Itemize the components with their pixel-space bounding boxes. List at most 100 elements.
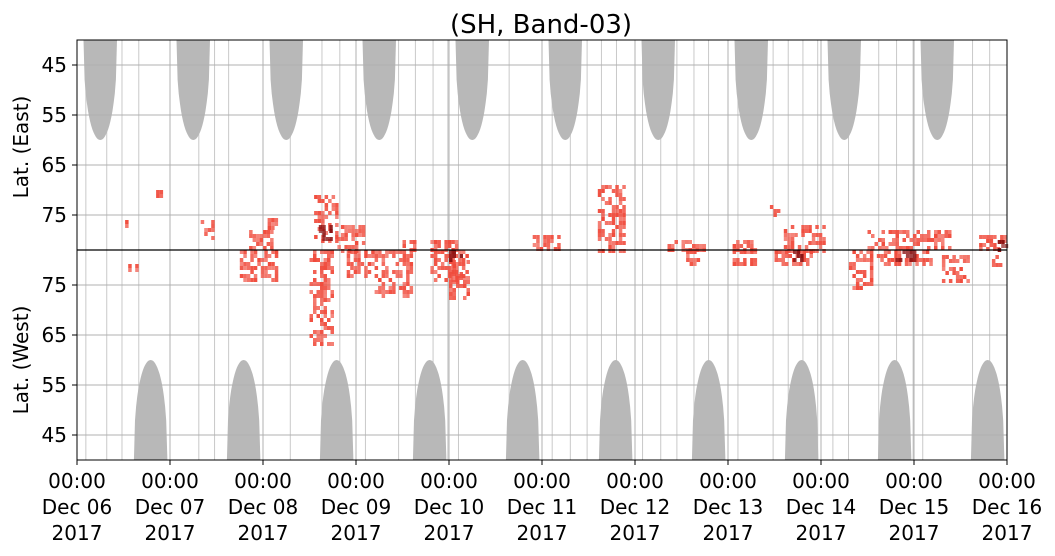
echo-cell bbox=[466, 292, 470, 296]
echo-cells bbox=[125, 185, 1009, 346]
echo-cell bbox=[797, 245, 802, 249]
echo-cell bbox=[328, 199, 332, 203]
echo-cell bbox=[941, 267, 946, 271]
echo-cell bbox=[787, 245, 791, 249]
echo-cell bbox=[374, 250, 379, 254]
echo-cell bbox=[347, 245, 352, 249]
echo-cell bbox=[327, 262, 331, 266]
x-tick-label: 2017 bbox=[52, 521, 103, 545]
echo-cell bbox=[351, 245, 355, 249]
echo-cell bbox=[686, 254, 690, 258]
echo-cell bbox=[433, 262, 438, 266]
echo-cell bbox=[452, 268, 456, 272]
echo-cell bbox=[456, 276, 460, 280]
echo-cell bbox=[374, 258, 379, 262]
echo-cell-strong bbox=[1001, 244, 1005, 248]
echo-cell bbox=[753, 262, 758, 266]
echo-cell bbox=[257, 262, 261, 266]
echo-cell bbox=[320, 318, 324, 322]
echo-cell bbox=[925, 258, 930, 262]
echo-cell bbox=[750, 258, 754, 262]
echo-cell bbox=[320, 262, 324, 266]
echo-cell bbox=[371, 262, 375, 266]
echo-cell bbox=[330, 250, 334, 254]
echo-cell-strong bbox=[329, 225, 333, 229]
echo-cell bbox=[264, 254, 268, 258]
echo-cell bbox=[259, 234, 264, 238]
echo-cell bbox=[815, 225, 819, 229]
echo-cell bbox=[335, 211, 339, 215]
echo-cell bbox=[608, 197, 612, 201]
echo-cell bbox=[622, 249, 626, 253]
echo-cell bbox=[449, 276, 453, 280]
echo-cell bbox=[430, 266, 434, 270]
echo-cell bbox=[881, 242, 885, 246]
echo-cell bbox=[263, 234, 267, 238]
echo-cell-strong bbox=[322, 233, 326, 237]
echo-cell bbox=[909, 246, 913, 250]
echo-cell bbox=[271, 222, 275, 226]
echo-cell bbox=[354, 229, 359, 233]
echo-cell bbox=[374, 254, 379, 258]
echo-cell bbox=[822, 241, 826, 245]
echo-cell bbox=[913, 238, 917, 242]
echo-cell bbox=[908, 262, 912, 266]
echo-cell bbox=[458, 250, 462, 254]
echo-cell bbox=[693, 258, 697, 262]
echo-cell bbox=[929, 262, 933, 266]
echo-cell bbox=[902, 238, 906, 242]
echo-cell bbox=[402, 250, 407, 254]
echo-cell bbox=[313, 282, 317, 286]
echo-cell bbox=[539, 247, 544, 251]
echo-cell bbox=[543, 243, 547, 247]
echo-cell bbox=[916, 238, 920, 242]
echo-cell bbox=[915, 262, 919, 266]
echo-cell bbox=[902, 230, 906, 234]
echo-cell bbox=[243, 274, 247, 278]
echo-cell bbox=[440, 250, 445, 254]
echo-cell bbox=[941, 234, 945, 238]
echo-cell bbox=[327, 282, 331, 286]
echo-cell bbox=[785, 262, 789, 266]
echo-cell bbox=[449, 272, 453, 276]
echo-cell bbox=[381, 262, 386, 266]
echo-cell bbox=[381, 294, 386, 298]
echo-cell bbox=[271, 250, 275, 254]
echo-cell bbox=[790, 241, 795, 245]
echo-cell bbox=[941, 259, 946, 263]
echo-cell bbox=[271, 266, 275, 270]
echo-cell-strong bbox=[1004, 244, 1009, 248]
echo-cell bbox=[881, 238, 885, 242]
echo-cell bbox=[615, 205, 619, 209]
echo-cell bbox=[270, 230, 274, 234]
echo-cell bbox=[966, 259, 970, 263]
echo-cell bbox=[399, 270, 403, 274]
echo-cell bbox=[788, 254, 792, 258]
echo-cell bbox=[991, 263, 996, 267]
echo-cell-strong bbox=[452, 250, 456, 254]
echo-cell bbox=[461, 250, 466, 254]
echo-cell bbox=[855, 270, 860, 274]
echo-cell bbox=[328, 211, 332, 215]
echo-cell-strong bbox=[796, 254, 801, 258]
echo-cell bbox=[399, 274, 403, 278]
echo-cell bbox=[274, 254, 279, 258]
echo-cell bbox=[869, 254, 874, 258]
echo-cell bbox=[246, 278, 251, 282]
echo-cell bbox=[808, 229, 812, 233]
echo-cell bbox=[794, 233, 798, 237]
echo-cell bbox=[449, 292, 453, 296]
echo-cell bbox=[351, 225, 355, 229]
echo-cell bbox=[608, 245, 612, 249]
echo-cell bbox=[406, 262, 410, 266]
echo-cell bbox=[855, 282, 860, 286]
echo-cell bbox=[802, 250, 806, 254]
echo-cell bbox=[433, 254, 438, 258]
echo-cell bbox=[615, 213, 619, 217]
echo-cell bbox=[399, 286, 403, 290]
echo-cell bbox=[689, 262, 694, 266]
echo-cell bbox=[454, 240, 459, 244]
echo-cell bbox=[324, 215, 329, 219]
echo-cell bbox=[955, 275, 960, 279]
echo-cell bbox=[264, 274, 268, 278]
